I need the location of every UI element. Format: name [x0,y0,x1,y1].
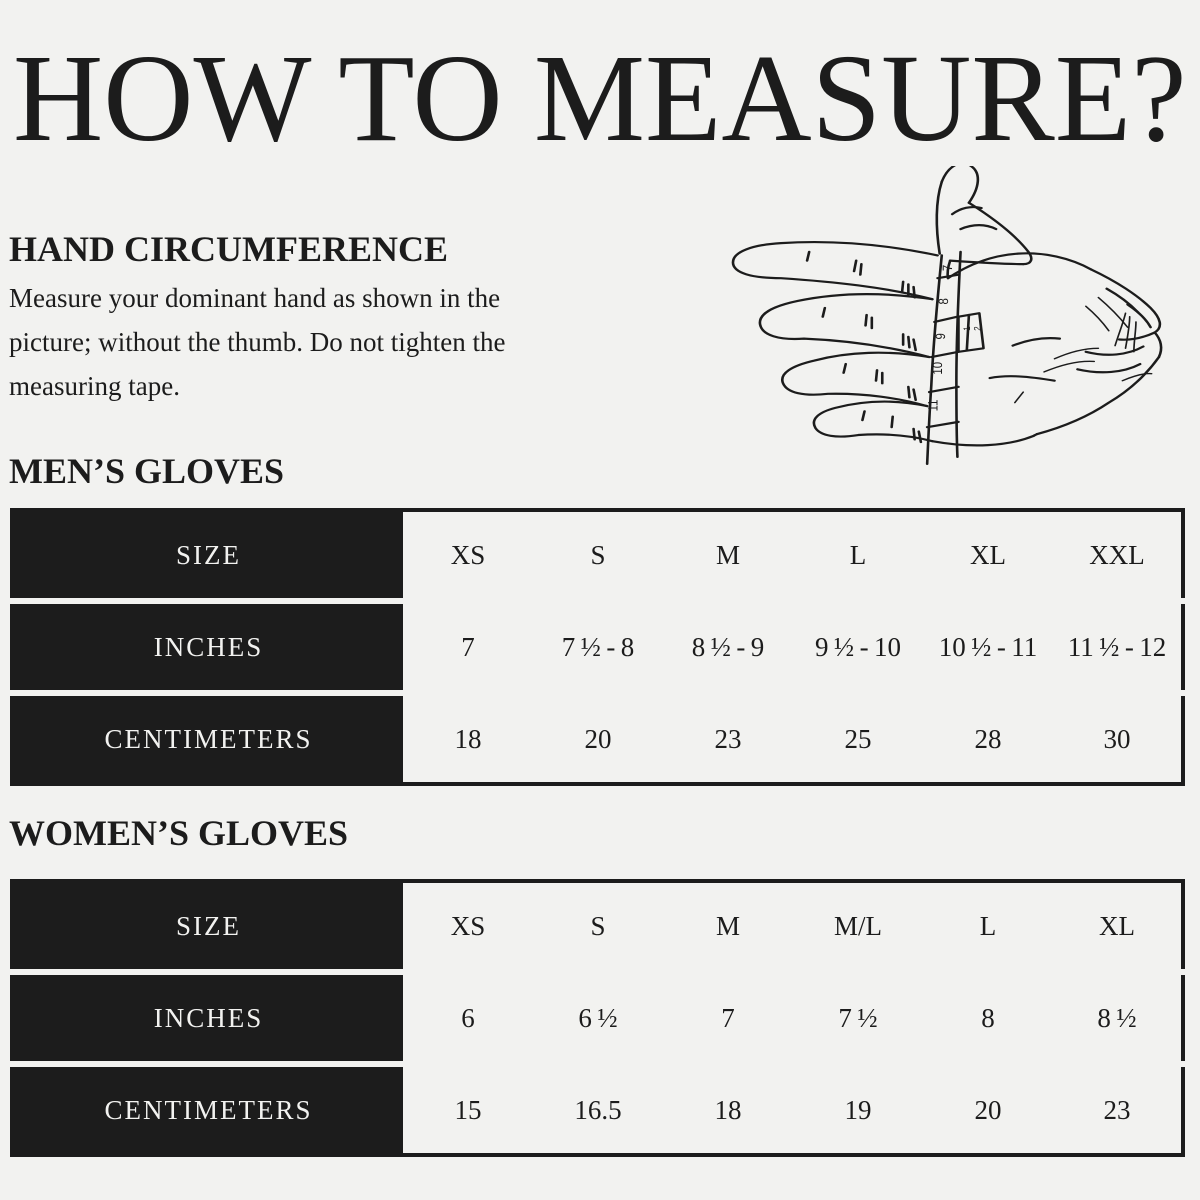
svg-text:10: 10 [929,362,945,375]
svg-text:8: 8 [936,298,952,304]
svg-text:1: 1 [962,326,972,330]
svg-text:2: 2 [972,326,982,330]
svg-text:7: 7 [940,265,956,271]
svg-text:11: 11 [925,400,941,412]
svg-text:9: 9 [932,333,948,339]
